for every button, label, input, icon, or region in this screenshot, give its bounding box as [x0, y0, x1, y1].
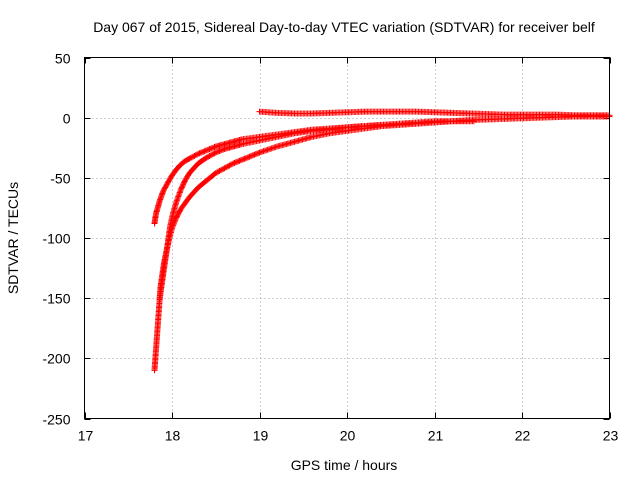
- y-tick-label: -50: [50, 171, 70, 187]
- y-tick-label: 0: [63, 111, 71, 127]
- data-point: [171, 219, 178, 226]
- x-axis-label: GPS time / hours: [291, 457, 398, 473]
- y-tick-label: 50: [55, 51, 71, 67]
- x-tick-label: 20: [340, 428, 356, 444]
- data-point: [172, 217, 179, 224]
- series-track-d: [256, 108, 613, 119]
- data-point: [171, 218, 178, 225]
- y-axis-label: SDTVAR / TECUs: [5, 182, 21, 294]
- y-tick-label: -250: [42, 412, 70, 428]
- x-tick-label: 18: [165, 428, 181, 444]
- data-point: [169, 225, 175, 232]
- series-track-c: [156, 113, 613, 302]
- data-point: [170, 222, 177, 229]
- x-tick-label: 21: [428, 428, 444, 444]
- y-tick-label: -200: [42, 351, 70, 367]
- x-tick-label: 23: [603, 428, 619, 444]
- y-tick-label: -100: [42, 231, 70, 247]
- tick-labels: 17 18 19 20 21 22 23 -250 -200 -150 -100 -50 0 50: [42, 51, 618, 444]
- x-tick-label: 17: [78, 428, 94, 444]
- chart-title: Day 067 of 2015, Sidereal Day-to-day VTE…: [93, 19, 595, 35]
- y-tick-label: -150: [42, 291, 70, 307]
- x-tick-label: 19: [253, 428, 269, 444]
- data-point: [172, 215, 179, 222]
- data-point: [169, 224, 176, 231]
- x-tick-label: 22: [515, 428, 531, 444]
- axis-ticks: [84, 57, 611, 420]
- data-point: [255, 150, 262, 157]
- plot-frame: [84, 57, 610, 419]
- data-series: [151, 108, 613, 374]
- data-point: [170, 221, 177, 228]
